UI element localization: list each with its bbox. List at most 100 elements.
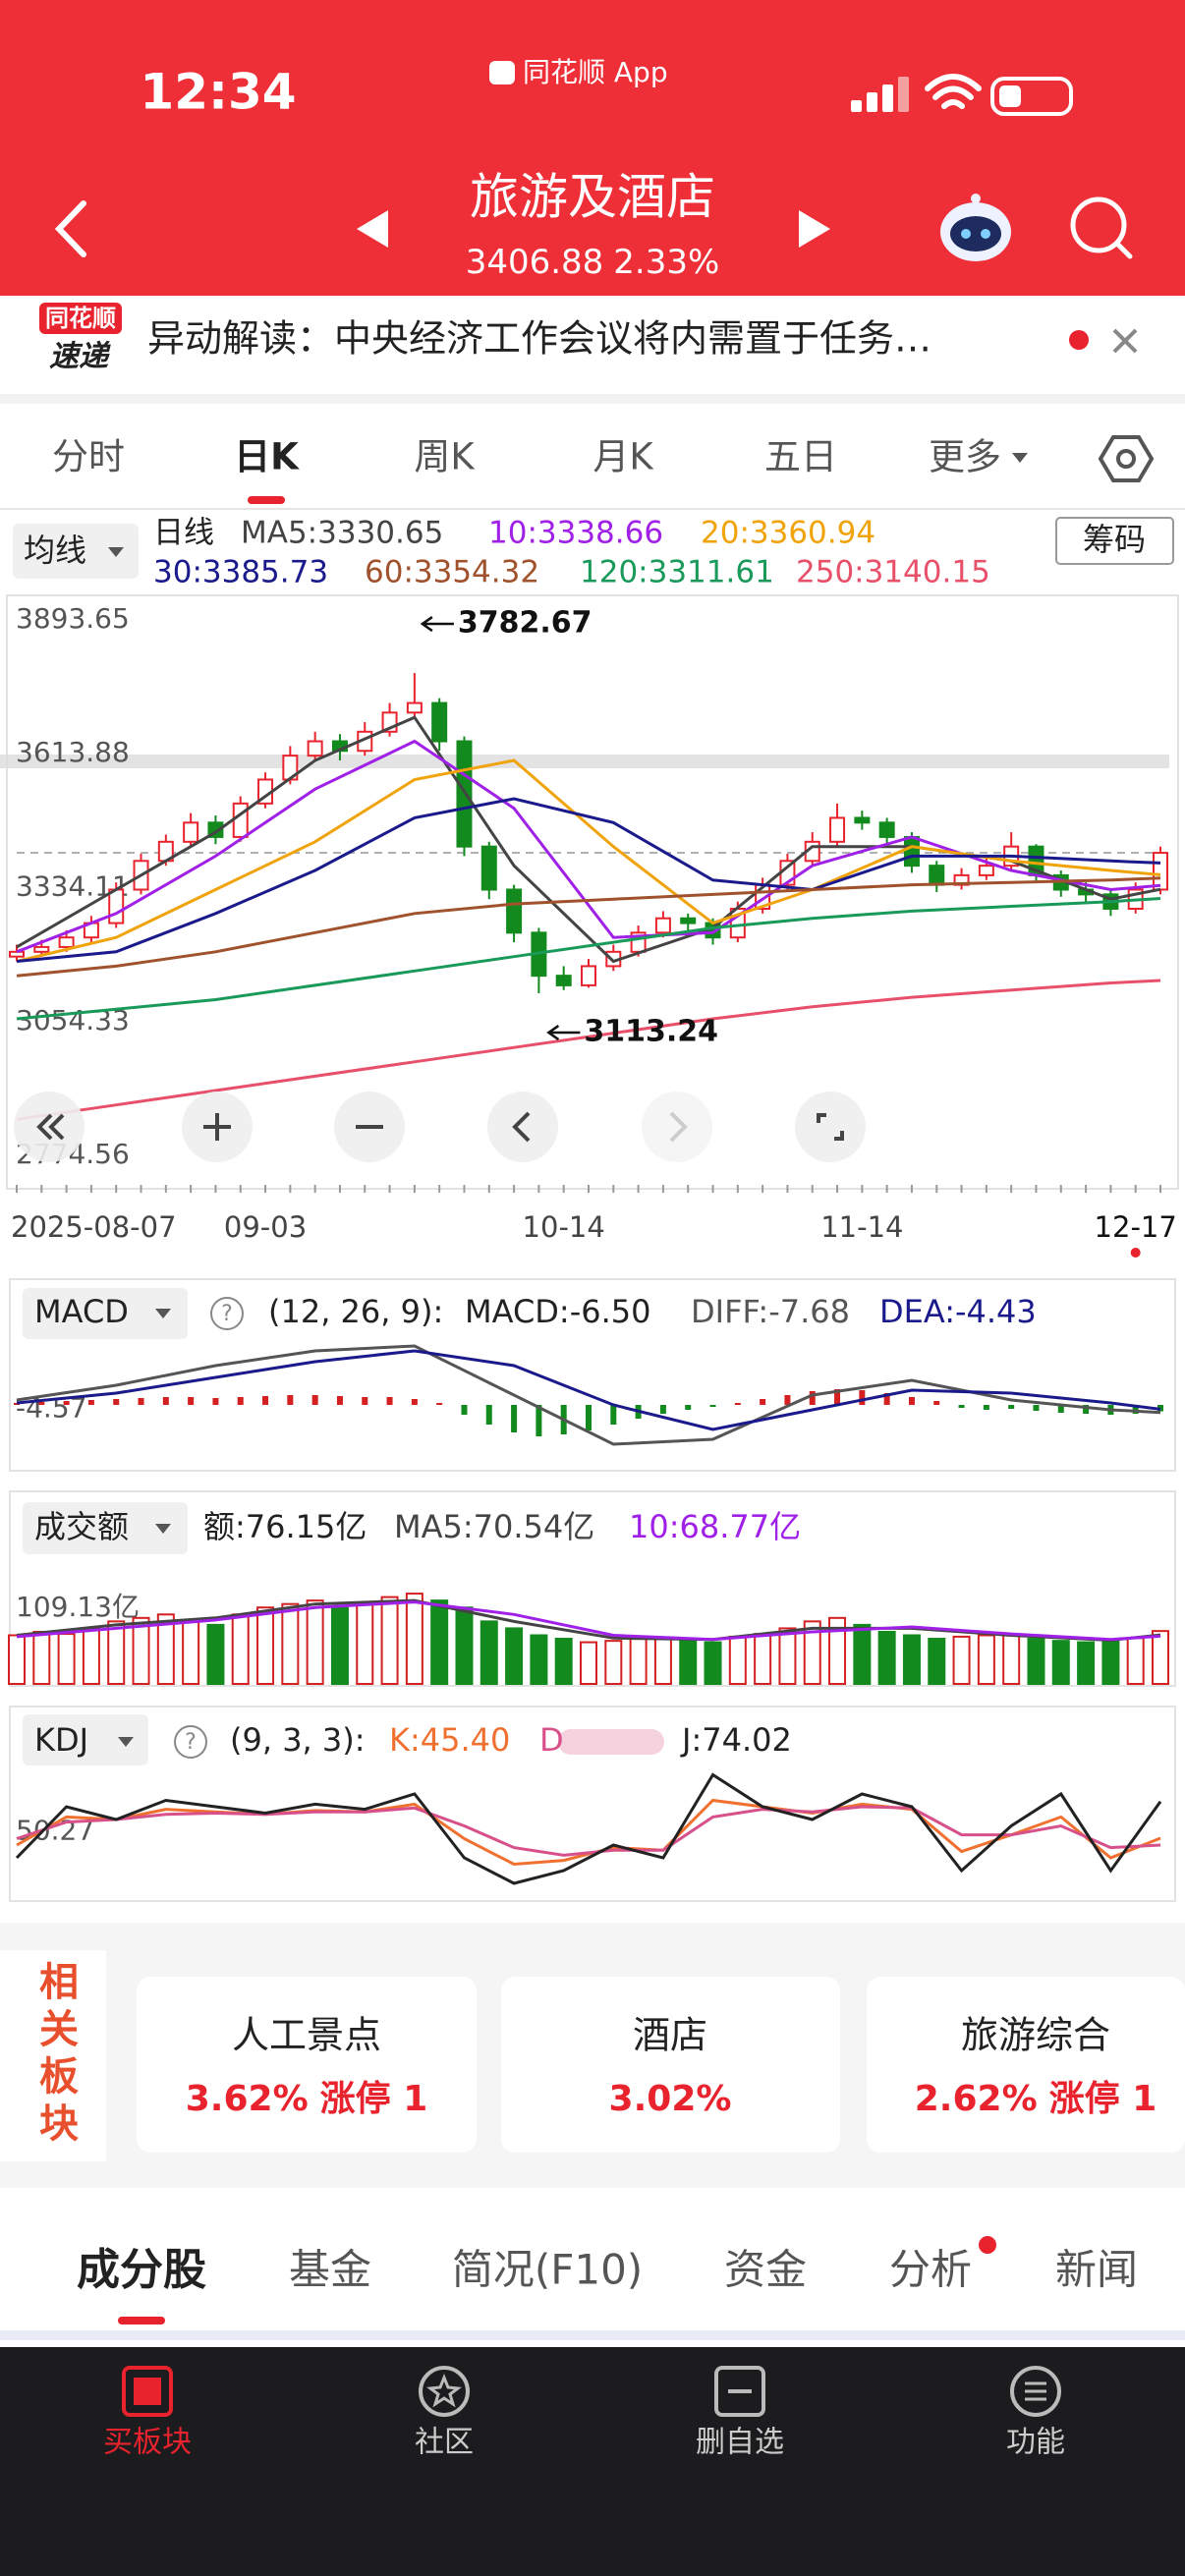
tab[interactable]: 分时 [52, 436, 125, 478]
macd-bar [188, 1397, 195, 1405]
nav-icon-fill [134, 2378, 161, 2405]
volume-bar [828, 1616, 847, 1685]
change: 2.33% [613, 243, 719, 282]
kdj-frame [9, 1706, 1176, 1902]
zone-band [0, 755, 1169, 768]
volume-bar [156, 1613, 175, 1686]
tab[interactable]: 周K [414, 436, 476, 478]
macd-bar [38, 1402, 45, 1405]
close-news[interactable] [1112, 328, 1138, 354]
chips-button[interactable] [1055, 517, 1174, 565]
indicator-line [16, 897, 1161, 1021]
volume-bar [704, 1641, 722, 1685]
nav-item[interactable]: 买板块 [103, 2426, 192, 2460]
sector-card[interactable] [137, 1977, 477, 2153]
bottom-tab-active[interactable]: 成分股 [77, 2245, 206, 2295]
nav-item[interactable]: 删自选 [696, 2426, 784, 2460]
candle-body [854, 816, 871, 824]
blurred-value [558, 1729, 664, 1755]
tab-underline [118, 2317, 165, 2324]
unread-dot [1069, 330, 1089, 350]
next-button[interactable] [799, 210, 830, 248]
news-badge-bg [39, 303, 122, 334]
indicator-button[interactable] [13, 524, 139, 579]
legend-entry: MA5:70.54亿 [394, 1508, 594, 1545]
prev-button[interactable] [357, 210, 388, 248]
legend-entry: K:45.40 [389, 1721, 510, 1759]
macd-bar [14, 1403, 20, 1405]
control-button[interactable] [795, 1092, 866, 1162]
volume-bar [82, 1627, 100, 1686]
indicator-line [16, 797, 1161, 963]
candle-body [33, 945, 50, 953]
wifi-icon [925, 74, 982, 109]
news-badge-sub: 速递 [49, 340, 111, 374]
x-tick-label: 11-14 [820, 1210, 903, 1244]
volume-bar [877, 1630, 896, 1685]
candle-body [555, 975, 572, 986]
volume-bar [1126, 1637, 1145, 1686]
tab[interactable]: 月K [592, 436, 654, 478]
y-tick-label: 3893.65 [16, 602, 130, 635]
macd-bar [908, 1397, 915, 1405]
sector-card[interactable] [501, 1977, 840, 2153]
chart-controls [14, 1092, 866, 1162]
indicator-line [16, 1600, 1161, 1642]
volume-bar [977, 1634, 995, 1685]
indicator-line [16, 1349, 1161, 1431]
macd-bar [262, 1396, 269, 1405]
volume-bar [107, 1620, 126, 1686]
control-button[interactable] [642, 1092, 712, 1162]
help-icon[interactable] [174, 1725, 207, 1759]
nav-item[interactable]: 功能 [1006, 2426, 1065, 2460]
dropdown-arrow [155, 1524, 171, 1534]
help-mark: ? [185, 1730, 197, 1755]
bottom-tab[interactable]: 资金 [724, 2246, 807, 2294]
related-title: 相关板块 [32, 1961, 79, 2150]
help-icon[interactable] [210, 1297, 244, 1330]
legend-entry: J:74.02 [680, 1721, 792, 1759]
tab-active[interactable]: 日K [234, 436, 300, 478]
bottom-tab[interactable]: 简况(F10) [452, 2246, 643, 2294]
x-tick-label: 12-17 [1095, 1210, 1177, 1244]
assistant-icon[interactable] [940, 194, 1011, 261]
indicator-name: 成交额 [34, 1508, 129, 1545]
volume-bar [1027, 1638, 1045, 1686]
tab[interactable]: 五日 [764, 436, 837, 478]
today-dot [1130, 1248, 1141, 1258]
annotation-arrow [546, 1025, 581, 1041]
bottom-tab[interactable]: 新闻 [1055, 2246, 1138, 2294]
x-tick-label: 2025-08-07 [11, 1210, 177, 1244]
indicator-button[interactable] [23, 1502, 188, 1554]
bottom-tab[interactable]: 基金 [289, 2246, 371, 2294]
control-icon [512, 1111, 531, 1143]
news-text[interactable]: 异动解读：中央经济工作会议将内需置于任务… [147, 317, 931, 361]
unread-dot [979, 2236, 996, 2254]
indicator-button[interactable] [23, 1714, 148, 1765]
macd-bar [983, 1405, 989, 1410]
volume-bar [1002, 1633, 1021, 1685]
indicator-button[interactable] [23, 1288, 188, 1339]
control-button[interactable] [487, 1092, 558, 1162]
related-title-bg [0, 1950, 106, 2161]
volume-bar [281, 1602, 300, 1686]
candle-body [654, 917, 671, 934]
candle-body [581, 965, 596, 986]
high-annotation: 3782.67 [458, 606, 592, 641]
candle-body [680, 917, 697, 924]
nav-item[interactable]: 社区 [415, 2426, 474, 2460]
sector-card[interactable] [867, 1977, 1185, 2153]
control-icon [203, 1113, 231, 1141]
change: 2.62% [915, 2079, 1038, 2119]
price-line: 3406.88 2.33% [466, 243, 720, 282]
tab[interactable]: 更多 [929, 436, 1001, 478]
settings-button[interactable] [1098, 435, 1155, 482]
bottom-tab[interactable]: 分析 [889, 2246, 972, 2294]
limit-up: 涨停 1 [1049, 2079, 1157, 2119]
search-button[interactable] [1070, 196, 1133, 259]
volume-bar [1152, 1630, 1169, 1686]
dropdown-arrow [118, 1737, 134, 1747]
back-button[interactable] [54, 200, 86, 257]
change: 3.62% [186, 2079, 309, 2119]
